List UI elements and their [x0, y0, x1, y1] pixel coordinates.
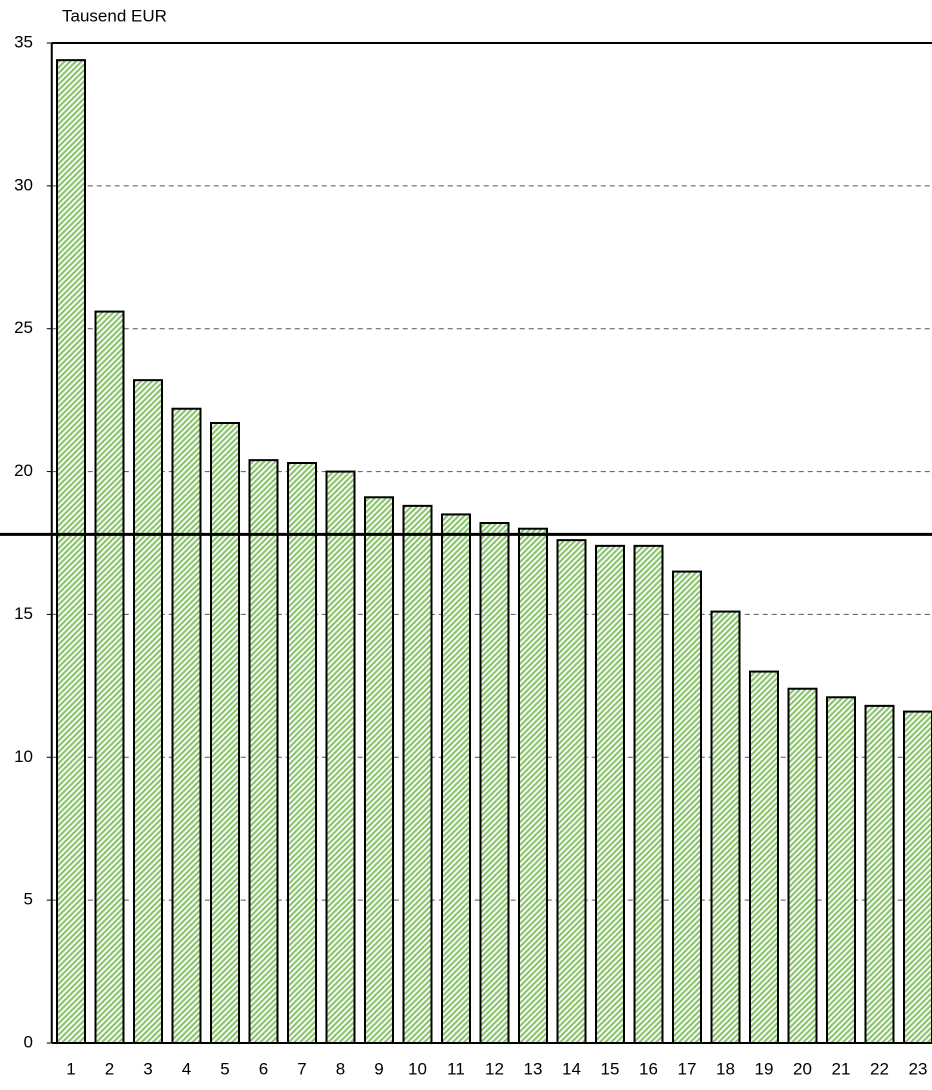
x-tick-label: 14	[562, 1059, 581, 1078]
x-tick-label: 15	[601, 1059, 620, 1078]
x-tick-label: 18	[716, 1059, 735, 1078]
y-tick-label: 10	[14, 747, 33, 766]
x-tick-label: 8	[336, 1059, 345, 1078]
bar	[248, 459, 279, 1044]
bar	[287, 462, 317, 1044]
bar	[441, 513, 471, 1044]
bar	[518, 527, 548, 1044]
x-tick-label: 4	[182, 1059, 191, 1078]
bar	[672, 570, 702, 1044]
x-tick-label: 23	[909, 1059, 928, 1078]
x-tick-label: 21	[832, 1059, 851, 1078]
bar	[364, 496, 394, 1044]
x-tick-label: 12	[485, 1059, 504, 1078]
bar	[710, 610, 741, 1044]
y-tick-label: 20	[14, 461, 33, 480]
bar	[787, 687, 818, 1044]
y-tick-label: 0	[24, 1032, 33, 1051]
x-tick-label: 6	[259, 1059, 268, 1078]
bar	[595, 544, 625, 1044]
y-tick-label: 30	[14, 175, 33, 194]
x-tick-label: 13	[524, 1059, 543, 1078]
x-tick-label: 5	[220, 1059, 229, 1078]
x-tick-label: 22	[870, 1059, 889, 1078]
bar	[210, 422, 240, 1044]
x-tick-label: 19	[755, 1059, 774, 1078]
bar	[402, 504, 433, 1045]
x-tick-label: 1	[66, 1059, 75, 1078]
x-tick-label: 9	[374, 1059, 383, 1078]
x-tick-label: 11	[447, 1059, 465, 1078]
x-tick-label: 2	[105, 1059, 114, 1078]
bar	[749, 670, 779, 1044]
bar	[556, 539, 587, 1045]
y-tick-label: 35	[14, 32, 33, 51]
y-tick-label: 15	[14, 604, 33, 623]
bar	[633, 544, 664, 1044]
x-tick-label: 10	[408, 1059, 427, 1078]
y-tick-label: 5	[24, 890, 33, 909]
bar	[826, 696, 856, 1044]
bar	[94, 310, 125, 1045]
x-tick-label: 20	[793, 1059, 812, 1078]
y-tick-label: 25	[14, 318, 33, 337]
x-tick-label: 16	[639, 1059, 658, 1078]
bar	[325, 470, 356, 1045]
bar	[903, 710, 932, 1044]
bar	[864, 704, 895, 1044]
x-tick-label: 17	[678, 1059, 697, 1078]
bar	[56, 59, 86, 1044]
bar	[133, 379, 163, 1044]
x-tick-label: 7	[297, 1059, 306, 1078]
bar	[171, 407, 202, 1044]
bar	[479, 522, 510, 1044]
y-axis-label: Tausend EUR	[62, 6, 167, 25]
x-tick-label: 3	[143, 1059, 152, 1078]
